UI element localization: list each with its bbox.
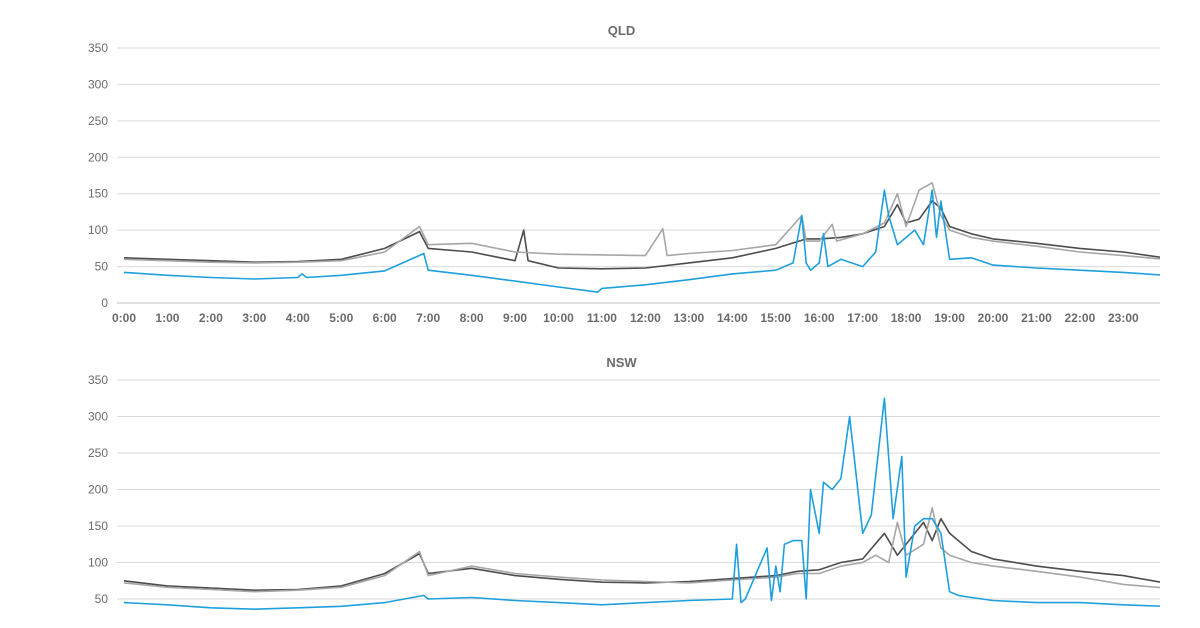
x-tick-label: 15:00 (760, 311, 791, 325)
y-tick-label: 350 (88, 373, 108, 387)
x-tick-label: 9:00 (503, 311, 527, 325)
x-tick-label: 8:00 (460, 311, 484, 325)
x-tick-label: 1:00 (155, 311, 179, 325)
y-tick-label: 250 (88, 114, 108, 128)
x-tick-label: 5:00 (329, 311, 353, 325)
y-tick-label: 200 (88, 483, 108, 497)
x-tick-label: 20:00 (978, 311, 1009, 325)
chart-title: QLD (608, 23, 635, 38)
x-tick-label: 17:00 (847, 311, 878, 325)
x-tick-label: 21:00 (1021, 311, 1052, 325)
x-tick-label: 4:00 (286, 311, 310, 325)
chart-title: NSW (606, 355, 637, 370)
chart-panel-qld: QLD 0 50 100 150 200 250 300 350 0:00 1:00 2:00 3:00… (88, 23, 1160, 325)
y-tick-label: 200 (88, 150, 108, 164)
x-tick-label: 11:00 (587, 311, 617, 325)
x-tick-label: 18:00 (891, 311, 922, 325)
series-blue-line (123, 189, 1160, 293)
x-tick-label: 6:00 (373, 311, 397, 325)
x-tick-label: 13:00 (673, 311, 704, 325)
y-tick-label: 300 (88, 410, 108, 424)
x-tick-label: 3:00 (242, 311, 266, 325)
y-tick-label: 0 (101, 296, 108, 310)
y-tick-label: 250 (88, 446, 108, 460)
x-tick-label: 2:00 (199, 311, 223, 325)
x-tick-label: 0:00 (112, 311, 136, 325)
x-tick-label: 7:00 (416, 311, 440, 325)
x-tick-label: 10:00 (543, 311, 574, 325)
x-tick-label: 23:00 (1108, 311, 1139, 325)
series-light-grey-line (123, 182, 1160, 264)
x-tick-label: 22:00 (1065, 311, 1096, 325)
series-dark-grey-line (123, 200, 1160, 270)
y-tick-label: 50 (95, 260, 109, 274)
y-tick-label: 50 (95, 592, 109, 606)
x-tick-label: 12:00 (630, 311, 661, 325)
y-tick-label: 150 (88, 519, 108, 533)
series-dark-grey-line (123, 517, 1160, 592)
y-tick-label: 300 (88, 77, 108, 91)
x-tick-label: 16:00 (804, 311, 835, 325)
series-blue-line (123, 397, 1160, 611)
y-tick-label: 350 (88, 41, 108, 55)
y-tick-label: 150 (88, 187, 108, 201)
y-tick-label: 100 (88, 223, 108, 237)
x-tick-label: 14:00 (717, 311, 748, 325)
chart-panel-nsw: NSW 50 100 150 200 250 300 350 (88, 355, 1160, 611)
y-tick-label: 100 (88, 556, 108, 570)
series-light-grey-line (123, 506, 1160, 593)
x-tick-label: 19:00 (934, 311, 965, 325)
